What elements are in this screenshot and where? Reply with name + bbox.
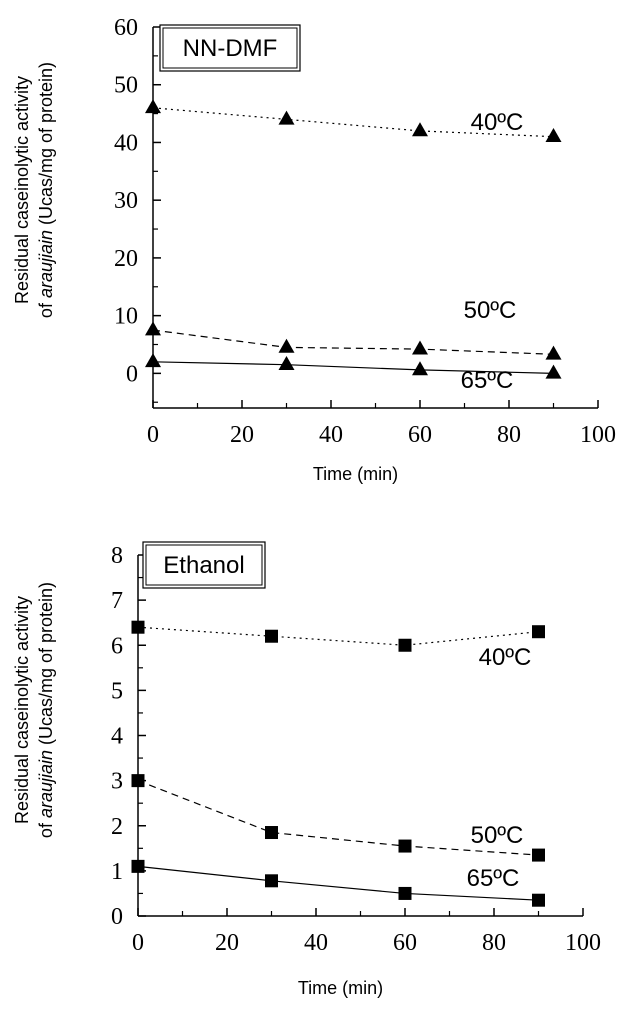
y-tick-label: 60 [114, 15, 138, 41]
series-label: 40ºC [479, 644, 532, 671]
data-point [398, 839, 412, 853]
x-tick-label: 100 [565, 930, 601, 956]
y-axis-title-suffix: (Ucas/mg of protein) [36, 582, 56, 750]
x-tick-label: 100 [580, 422, 616, 448]
y-tick-label: 1 [111, 859, 123, 885]
nn-dmf-chart: 0 10 20 30 40 50 60 0 20 40 60 80 100 Time (min) Resid… [12, 15, 616, 484]
series-line [137, 865, 539, 901]
y-tick-label: 4 [111, 724, 123, 750]
x-axis-title: Time (min) [298, 978, 383, 998]
x-tick-label: 0 [132, 930, 144, 956]
data-point [532, 848, 545, 862]
series-label: 50ºC [464, 297, 517, 324]
y-axis-title-line2: of araujiain (Ucas/mg of protein) [36, 582, 56, 838]
data-point [278, 356, 295, 371]
x-tick-label: 60 [393, 930, 417, 956]
panel-label-inner-box [145, 544, 263, 586]
y-axis-title-prefix: of [36, 818, 56, 838]
data-point [145, 99, 161, 114]
data-point [131, 859, 145, 873]
y-tick-label: 40 [114, 130, 138, 156]
data-point [265, 629, 278, 643]
x-tick-label: 20 [230, 422, 254, 448]
data-point [398, 638, 412, 652]
series-line [152, 107, 554, 138]
y-tick-label: 6 [111, 633, 123, 659]
y-tick-label: 30 [114, 188, 138, 214]
series-line [152, 329, 554, 355]
data-point [412, 340, 428, 355]
y-axis-title-line2: of araujiain (Ucas/mg of protein) [36, 62, 56, 318]
series-label: 50ºC [471, 822, 524, 849]
x-tick-label: 80 [482, 930, 506, 956]
data-point [265, 874, 278, 888]
y-axis-title-suffix: (Ucas/mg of protein) [36, 62, 56, 230]
y-tick-label: 0 [111, 904, 123, 930]
panel-label-box [142, 541, 266, 589]
data-point [278, 338, 295, 353]
data-point [398, 886, 412, 900]
data-point [265, 826, 278, 840]
panel-label: NN-DMF [183, 35, 278, 62]
y-tick-label: 50 [114, 73, 138, 99]
series-line [152, 361, 554, 374]
y-axis-title-italic: araujiain [36, 230, 56, 298]
x-tick-label: 60 [408, 422, 432, 448]
data-point [412, 122, 428, 137]
y-tick-label: 8 [111, 543, 123, 569]
y-axis-title-line1: Residual caseinolytic activity [12, 596, 32, 824]
data-point [131, 620, 145, 634]
y-tick-label: 20 [114, 246, 138, 272]
data-point [145, 321, 161, 336]
data-point [278, 110, 295, 125]
series-label: 65ºC [461, 367, 514, 394]
y-tick-label: 0 [126, 361, 138, 387]
x-tick-label: 80 [497, 422, 521, 448]
series-line [137, 780, 539, 856]
data-point [545, 345, 562, 360]
data-point [545, 364, 562, 379]
data-point [545, 128, 562, 143]
series-label: 65ºC [467, 865, 520, 892]
y-tick-label: 3 [111, 769, 123, 795]
series-label: 40ºC [471, 109, 524, 136]
y-axis-title-prefix: of [36, 298, 56, 318]
panel-label-inner-box [162, 27, 298, 69]
y-axis-title-line1: Residual caseinolytic activity [12, 76, 32, 304]
x-tick-label: 40 [319, 422, 343, 448]
y-tick-label: 2 [111, 814, 123, 840]
y-tick-label: 5 [111, 678, 123, 704]
data-point [145, 353, 161, 368]
y-tick-label: 10 [114, 304, 138, 330]
panel-label-box [159, 24, 301, 72]
x-tick-label: 40 [304, 930, 328, 956]
x-tick-label: 0 [147, 422, 159, 448]
data-point [532, 625, 545, 639]
data-point [412, 361, 428, 376]
data-point [131, 774, 145, 788]
series-line [137, 626, 539, 646]
y-tick-label: 7 [111, 588, 123, 614]
data-point [532, 893, 545, 907]
panel-label: Ethanol [163, 552, 244, 579]
x-tick-label: 20 [215, 930, 239, 956]
x-axis-title: Time (min) [313, 464, 398, 484]
y-axis-title-italic: araujiain [36, 750, 56, 818]
